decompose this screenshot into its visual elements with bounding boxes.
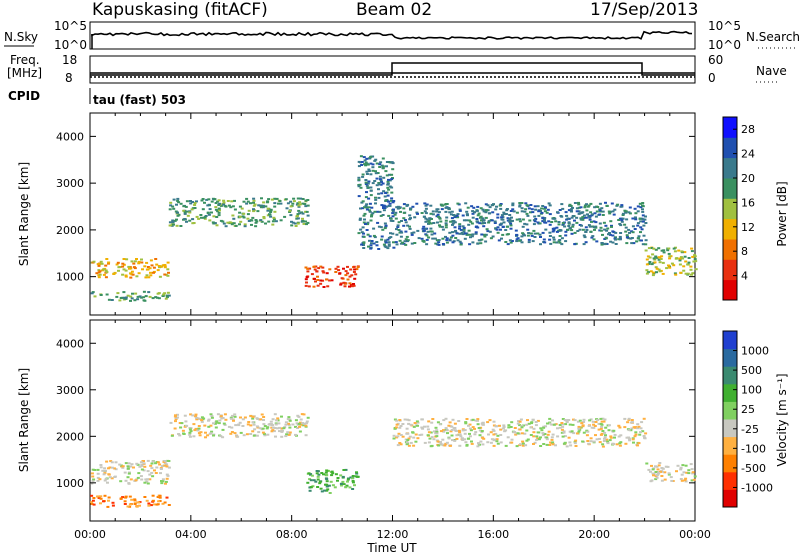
colorbar-swatch <box>723 331 737 350</box>
cpid-text: tau (fast) 503 <box>93 93 186 107</box>
colorbar-swatch <box>723 366 737 385</box>
colorbar-tick-label: -25 <box>741 423 759 436</box>
colorbar-tick-label: 4 <box>741 270 748 283</box>
colorbar-swatch <box>723 348 737 367</box>
nsearch-tick-bottom: 10^0 <box>708 38 741 52</box>
freq-tick-top: 18 <box>62 53 77 67</box>
colorbar-swatch <box>723 239 737 260</box>
y-tick-label: 2000 <box>56 224 84 237</box>
nsearch-tick-top: 10^5 <box>708 19 741 33</box>
colorbar-tick-label: 16 <box>741 196 755 209</box>
nsky-tick-top: 10^5 <box>54 19 87 33</box>
colorbar-swatch <box>723 419 737 438</box>
echo-region <box>90 290 171 302</box>
colorbar-swatch <box>723 279 737 301</box>
x-tick-label: 16:00 <box>477 528 509 541</box>
nave-tick-bottom: 0 <box>708 71 716 85</box>
beam-title: Beam 02 <box>356 0 432 20</box>
power-ylabel: Slant Range [km] <box>17 162 31 266</box>
nsearch-label: N.Search <box>746 30 800 44</box>
echo-region <box>393 201 648 246</box>
colorbar-swatch <box>723 489 737 508</box>
power-colorbar-label: Power [dB] <box>775 181 789 246</box>
y-tick-label: 3000 <box>56 177 84 190</box>
x-tick-label: 00:00 <box>679 528 711 541</box>
echo-region <box>392 417 648 448</box>
cpid-label: CPID <box>8 89 40 103</box>
colorbar-tick-label: 12 <box>741 221 755 234</box>
x-tick-label: 08:00 <box>276 528 308 541</box>
colorbar-tick-label: 1000 <box>741 345 769 358</box>
echo-region <box>357 155 396 250</box>
echo-region <box>169 413 310 439</box>
nsky-tick-bottom: 10^0 <box>54 38 87 52</box>
colorbar-swatch <box>723 259 737 281</box>
nsky-label: N.Sky <box>4 30 38 44</box>
nsky-line <box>91 30 693 40</box>
x-tick-label: 20:00 <box>578 528 610 541</box>
colorbar-tick-label: 500 <box>741 364 762 377</box>
nave-label: Nave <box>756 64 787 78</box>
colorbar-swatch <box>723 436 737 455</box>
y-tick-label: 4000 <box>56 337 84 350</box>
power-colorbar: 4 8 12 16 20 24 28 <box>722 116 755 301</box>
colorbar-swatch <box>723 454 737 473</box>
colorbar-tick-label: 100 <box>741 384 762 397</box>
colorbar-swatch <box>723 137 737 159</box>
x-tick-label: 04:00 <box>175 528 207 541</box>
colorbar-frame <box>722 330 738 508</box>
colorbar-tick-label: -1000 <box>741 481 773 494</box>
colorbar-swatch <box>723 383 737 402</box>
plot-frame <box>89 319 696 522</box>
velocity-ylabel: Slant Range [km] <box>17 368 31 472</box>
colorbar-swatch <box>723 178 737 199</box>
colorbar-swatch <box>723 218 737 240</box>
colorbar-tick-label: 20 <box>741 172 755 185</box>
colorbar-tick-label: 24 <box>741 148 755 161</box>
colorbar-frame <box>722 116 738 301</box>
nsky-panel <box>89 21 696 50</box>
echo-region <box>168 197 310 228</box>
velocity-colorbar: 1000 500 100 25 -25 -100 -500 -1000 <box>722 330 773 508</box>
colorbar-tick-label: 8 <box>741 245 748 258</box>
y-tick-label: 1000 <box>56 271 84 284</box>
nave-step-line <box>90 62 695 76</box>
echo-region <box>90 459 171 485</box>
colorbar-tick-label: -100 <box>741 442 766 455</box>
colorbar-tick-label: 25 <box>741 403 755 416</box>
colorbar-swatch <box>723 157 737 179</box>
station-title: Kapuskasing (fitACF) <box>92 0 268 20</box>
colorbar-swatch <box>723 471 737 490</box>
y-tick-label: 4000 <box>56 130 84 143</box>
colorbar-swatch <box>723 117 737 138</box>
echo-region <box>90 494 171 508</box>
y-tick-label: 2000 <box>56 430 84 443</box>
y-tick-label: 3000 <box>56 384 84 397</box>
colorbar-tick-label: -500 <box>741 462 766 475</box>
date-title: 17/Sep/2013 <box>590 0 698 20</box>
freq-panel <box>89 55 696 84</box>
echo-region <box>90 258 170 279</box>
power-panel: 1000 2000 3000 4000 <box>56 112 698 316</box>
x-tick-label: 12:00 <box>377 528 409 541</box>
velocity-panel: 1000 2000 3000 4000 <box>56 319 697 522</box>
freq-label-1: Freq. <box>10 53 40 67</box>
nave-tick-top: 60 <box>708 53 723 67</box>
echo-region <box>304 265 360 288</box>
freq-tick-bottom: 8 <box>65 71 73 85</box>
x-axis: 00:00 04:00 08:00 12:00 16:00 20:00 00:00 <box>74 528 711 541</box>
velocity-colorbar-label: Velocity [m s⁻¹] <box>775 373 789 466</box>
echo-region <box>645 462 697 483</box>
x-axis-label: Time UT <box>366 541 417 554</box>
echo-region <box>644 246 698 277</box>
colorbar-swatch <box>723 198 737 220</box>
y-tick-label: 1000 <box>56 477 84 490</box>
colorbar-tick-label: 28 <box>741 123 755 136</box>
echo-region <box>306 468 360 494</box>
x-tick-label: 00:00 <box>74 528 106 541</box>
colorbar-swatch <box>723 401 737 420</box>
freq-label-2: [MHz] <box>7 66 42 80</box>
